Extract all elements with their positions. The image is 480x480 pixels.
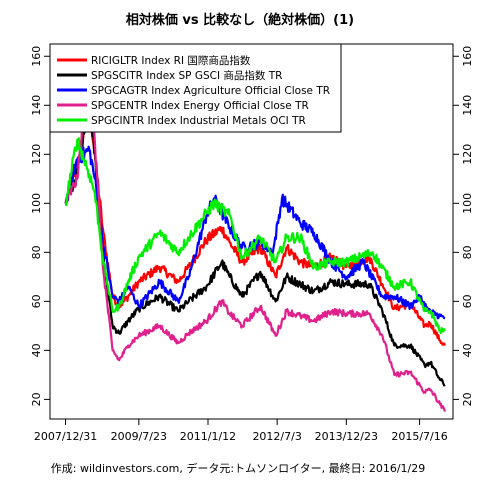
y-axis-left: 20 40 60 80 100 120 140 160 xyxy=(30,46,50,406)
y-tick-label-right: 120 xyxy=(461,144,474,165)
legend-label-2: SPGSCITR Index SP GSCI 商品指数 TR xyxy=(91,69,282,82)
legend-label-4: SPGCENTR Index Energy Official Close TR xyxy=(91,100,309,112)
series-line-1 xyxy=(64,104,446,346)
y-tick-label-left: 140 xyxy=(30,95,43,116)
x-tick-label: 2012/7/3 xyxy=(252,430,301,443)
y-tick-label-left: 40 xyxy=(30,343,43,357)
y-tick-label-right: 60 xyxy=(461,294,474,308)
chart-title: 相対株価 vs 比較なし（絶対株価）(1) xyxy=(126,12,354,28)
series-line-4 xyxy=(64,60,446,412)
x-tick-label: 2009/7/23 xyxy=(111,430,167,443)
x-tick-label: 2007/12/31 xyxy=(34,430,97,443)
y-axis-right: 20 40 60 80 100 120 140 160 xyxy=(453,46,474,406)
x-tick-label: 2015/7/16 xyxy=(391,430,447,443)
y-tick-label-right: 140 xyxy=(461,95,474,116)
legend-label-1: RICIGLTR Index RI 国際商品指数 xyxy=(91,54,251,67)
y-tick-label-right: 80 xyxy=(461,245,474,259)
x-axis: 2007/12/31 2009/7/23 2011/1/12 2012/7/3 2013… xyxy=(34,419,448,443)
x-tick-label: 2011/1/12 xyxy=(180,430,236,443)
y-tick-label-right: 20 xyxy=(461,392,474,406)
y-tick-label-left: 120 xyxy=(30,144,43,165)
legend-label-5: SPGCINTR Index Industrial Metals OCI TR xyxy=(91,115,306,127)
y-tick-label-left: 20 xyxy=(30,392,43,406)
series-line-5 xyxy=(64,137,446,335)
y-tick-label-left: 60 xyxy=(30,294,43,308)
legend-label-3: SPGCAGTR Index Agriculture Official Clos… xyxy=(91,85,330,97)
y-tick-label-left: 100 xyxy=(30,193,43,214)
legend: RICIGLTR Index RI 国際商品指数 SPGSCITR Index S… xyxy=(49,43,342,133)
y-tick-label-right: 160 xyxy=(461,46,474,67)
y-tick-label-left: 160 xyxy=(30,46,43,67)
plot-lines xyxy=(64,60,446,412)
legend-box xyxy=(49,43,342,133)
y-tick-label-right: 40 xyxy=(461,343,474,357)
y-tick-label-left: 80 xyxy=(30,245,43,259)
x-tick-label: 2013/12/23 xyxy=(315,430,378,443)
y-tick-label-right: 100 xyxy=(461,193,474,214)
chart-caption: 作成: wildinvestors.com, データ元:トムソンロイター, 最終… xyxy=(51,461,425,475)
series-line-2 xyxy=(64,91,446,387)
